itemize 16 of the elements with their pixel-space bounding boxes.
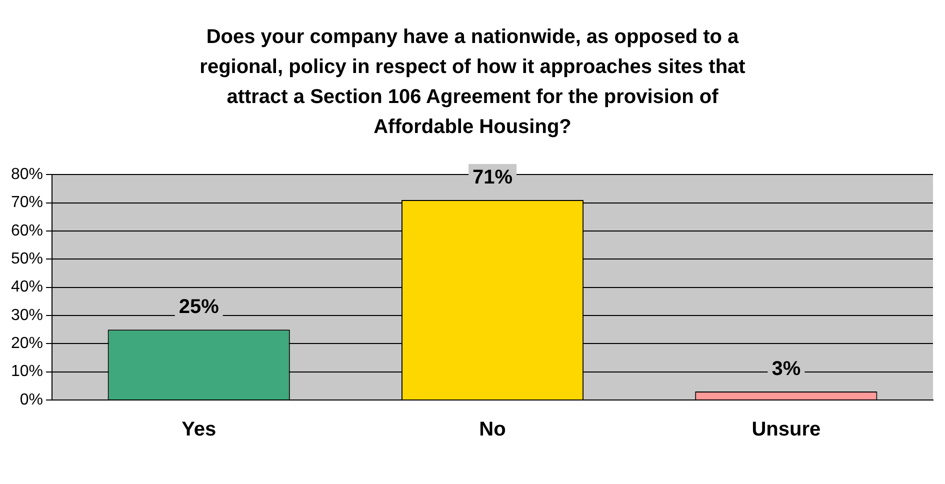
y-tick-label: 0% [20,391,44,408]
x-tick-label: Yes [182,418,216,441]
y-tick-label: 70% [10,194,44,212]
x-tick-label: Unsure [752,418,821,441]
data-label: 25% [178,296,220,318]
y-tick-label: 40% [10,278,44,296]
y-tick-label: 20% [10,335,44,352]
chart-title: Does your company have a nationwide, as opposed to a regional, policy in respect of how it approaches sites that attract a Section 106 Agreement for the provision of Affordable Housing? [198,25,746,140]
y-tick-label: 10% [10,363,44,380]
y-tick-label: 50% [10,250,44,268]
y-tick-label: 60% [10,222,44,240]
data-label: 71% [472,166,513,188]
data-label: 3% [772,358,801,380]
x-tick-label: No [479,418,506,441]
y-tick-label: 80% [10,166,44,184]
y-tick-label: 30% [10,306,44,324]
